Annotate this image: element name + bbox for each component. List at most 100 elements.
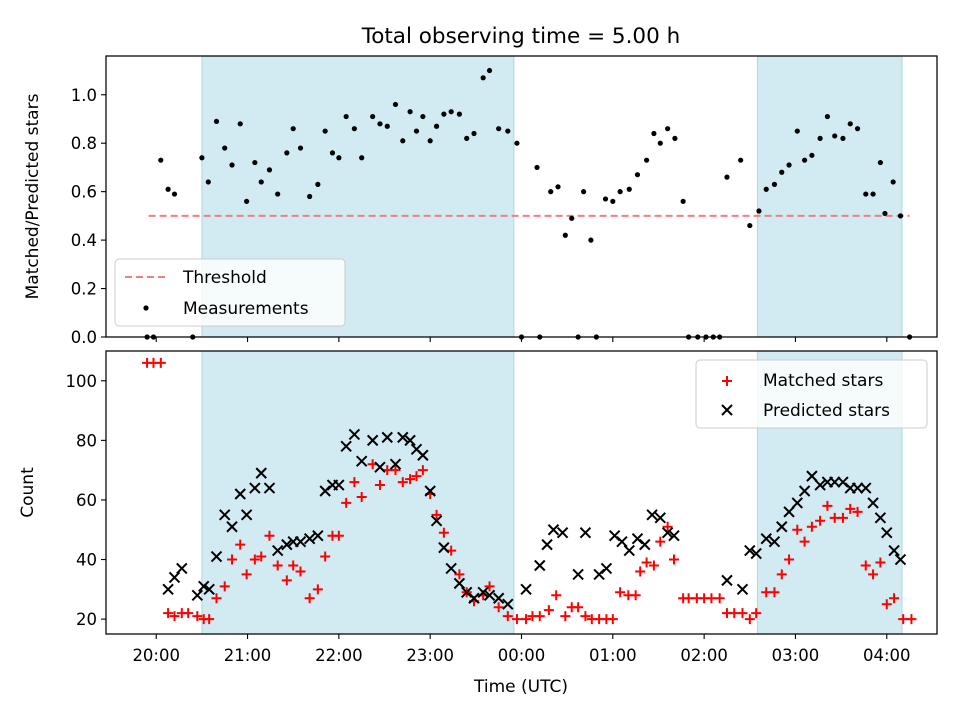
matched-stars-point [169, 611, 180, 622]
matched-stars-point [875, 557, 886, 568]
predicted-stars-point [340, 440, 352, 453]
y-tick-label: 80 [76, 431, 97, 450]
measurement-point [258, 179, 264, 185]
measurement-point [779, 169, 785, 175]
matched-stars-point [295, 566, 306, 577]
matched-stars-point [751, 608, 762, 619]
matched-stars-point [417, 465, 428, 476]
measurement-point [336, 155, 342, 161]
predicted-stars-point [374, 461, 386, 473]
measurement-point [756, 208, 762, 214]
predicted-stars-point [203, 583, 215, 596]
matched-stars-point [669, 554, 680, 565]
matched-stars-point [630, 590, 641, 601]
measurement-point [672, 135, 678, 141]
measurement-point [400, 138, 406, 144]
matched-stars-point [484, 581, 495, 592]
y-tick-label: 0.4 [71, 231, 97, 250]
measurement-point [840, 135, 846, 141]
measurement-point [747, 222, 753, 229]
predicted-stars-point [851, 482, 864, 494]
series-predicted-stars [162, 428, 907, 610]
matched-stars-point [405, 474, 416, 485]
matched-stars-point [822, 500, 833, 511]
predicted-stars-point [483, 589, 496, 601]
matched-stars-point [881, 599, 892, 610]
predicted-stars-point [397, 431, 409, 444]
predicted-stars-point [829, 476, 841, 488]
legend-measurement-swatch [143, 305, 149, 311]
ratio-panel-axes: 0.0 0.2 0.4 0.6 0.8 1.0 [71, 86, 888, 347]
predicted-stars-point [312, 529, 324, 542]
measurement-point [370, 113, 376, 120]
count-panel-legend: Matched stars Predicted stars [695, 359, 928, 429]
ratio-panel-ylabel: Matched/Predicted stars [23, 93, 43, 299]
matched-stars-point [615, 587, 626, 598]
measurement-point [665, 126, 671, 132]
predicted-stars-point [234, 488, 246, 500]
predicted-stars-point [860, 482, 872, 494]
matched-stars-point [521, 614, 532, 625]
predicted-stars-point [744, 544, 756, 557]
matched-stars-point [227, 554, 238, 565]
measurement-point [897, 213, 904, 219]
measurement-point [794, 128, 800, 134]
ratio-panel: 0.0 0.2 0.4 0.6 0.8 1.0 Matched/Predicted sta… [23, 55, 938, 347]
predicted-stars-point [750, 547, 762, 560]
predicted-stars-point [600, 562, 613, 575]
x-tick-label: 01:00 [589, 646, 637, 665]
predicted-stars-point [806, 470, 818, 482]
matched-stars-point [852, 506, 863, 517]
matched-stars-point [493, 602, 504, 613]
matched-stars-point [837, 512, 848, 523]
matched-stars-point [235, 539, 246, 550]
predicted-stars-point [219, 509, 231, 521]
y-tick-label: 0.2 [71, 280, 97, 299]
measurement-point [870, 191, 876, 197]
measurement-point [392, 101, 399, 108]
measurement-point [471, 130, 477, 137]
predicted-stars-point [760, 532, 772, 545]
measurement-point [602, 196, 609, 202]
count-panel: 20 40 60 80 100 20:00 21:00 22:00 23:00 00:00 01:0… [18, 350, 938, 665]
predicted-stars-point [534, 559, 546, 572]
matched-stars-point [155, 357, 166, 368]
legend-box [114, 258, 346, 327]
matched-stars-point [341, 497, 352, 508]
measurement-point [222, 145, 228, 151]
measurement-point [555, 184, 561, 190]
y-tick-label: 100 [66, 372, 98, 391]
measurement-point [763, 186, 769, 192]
x-tick-label: 23:00 [406, 646, 454, 665]
predicted-stars-point [210, 550, 223, 563]
predicted-stars-point [381, 431, 393, 444]
y-tick-label: 1.0 [71, 86, 97, 105]
count-panel-marks [142, 357, 917, 625]
matched-stars-point [397, 477, 408, 488]
predicted-stars-point [366, 434, 379, 447]
y-tick-label: 0.6 [71, 183, 97, 202]
measurement-point [854, 126, 861, 132]
measurement-point [252, 159, 258, 166]
predicted-stars-point [783, 506, 795, 518]
matched-stars-point [648, 560, 659, 571]
predicted-stars-point [303, 532, 316, 545]
predicted-stars-point [294, 535, 307, 548]
predicted-stars-point [736, 583, 749, 596]
measurement-point [307, 193, 313, 200]
matched-stars-point [551, 590, 562, 601]
measurement-point [290, 126, 296, 132]
measurement-point [486, 67, 493, 74]
measurement-point [359, 155, 365, 161]
measurement-point [832, 133, 838, 139]
ratio-panel-shading [201, 56, 903, 337]
count-panel-ylabel: Count [18, 467, 38, 518]
matched-stars-point [204, 614, 215, 625]
legend-threshold-label: Threshold [182, 268, 267, 288]
predicted-stars-point [721, 574, 733, 587]
measurement-point [205, 179, 211, 185]
measurement-point [890, 179, 896, 185]
matched-stars-point [312, 584, 323, 595]
measurement-point [514, 140, 520, 146]
